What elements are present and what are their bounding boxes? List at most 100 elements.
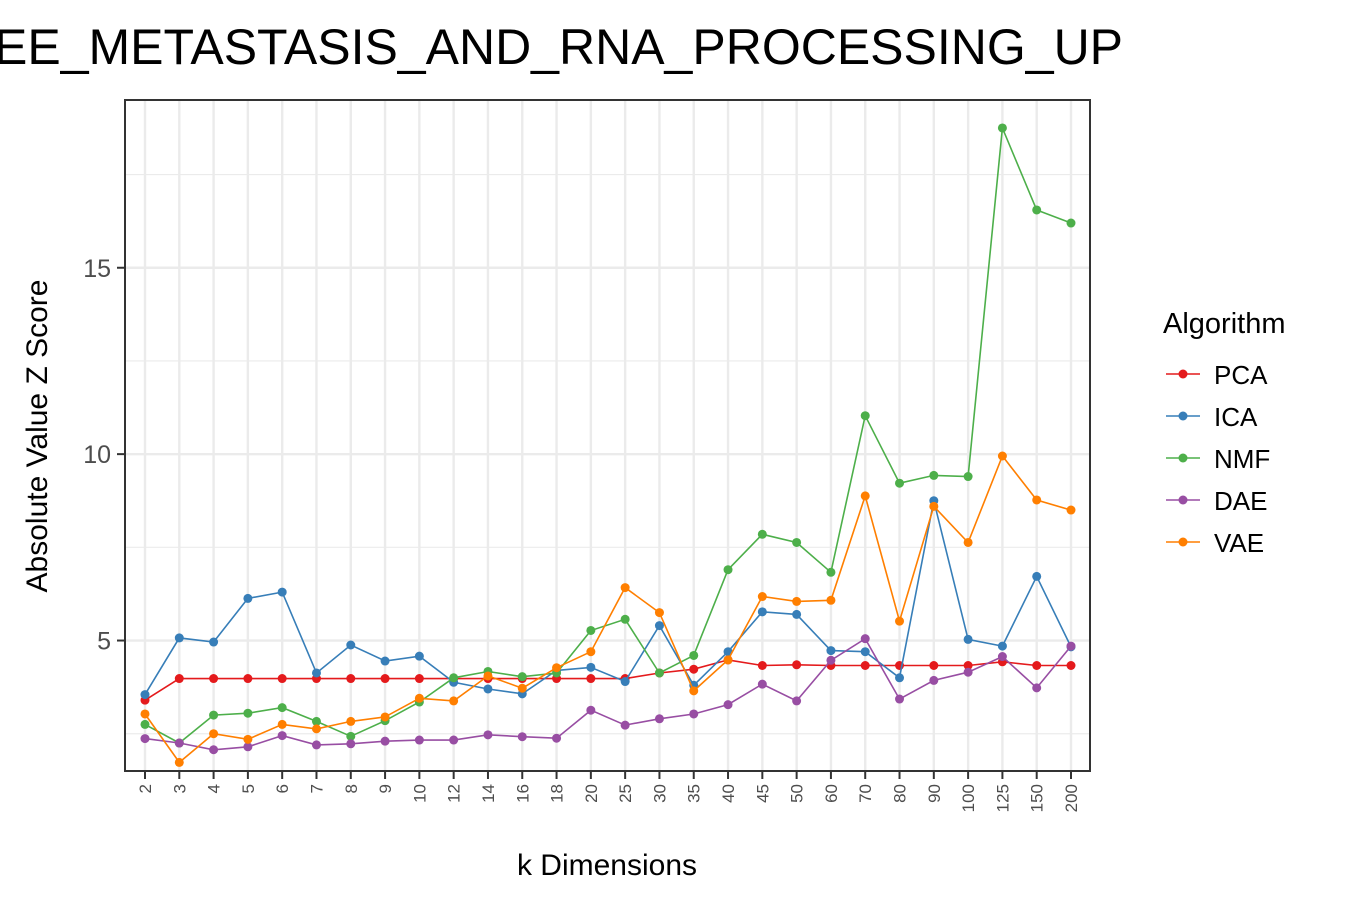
data-point-nmf bbox=[243, 708, 253, 718]
data-point-vae bbox=[346, 716, 356, 726]
data-point-dae bbox=[1032, 683, 1042, 693]
data-point-ica bbox=[757, 607, 767, 617]
legend-item-dae: DAE bbox=[1166, 486, 1267, 516]
x-tick-label: 150 bbox=[1028, 784, 1047, 812]
x-tick-label: 9 bbox=[376, 784, 395, 793]
data-point-pca bbox=[860, 661, 870, 671]
data-point-dae bbox=[826, 655, 836, 665]
data-point-nmf bbox=[586, 625, 596, 635]
data-point-vae bbox=[792, 596, 802, 606]
x-tick-label: 125 bbox=[993, 784, 1012, 812]
data-point-nmf bbox=[346, 731, 356, 741]
data-point-vae bbox=[689, 686, 699, 696]
data-point-dae bbox=[414, 735, 424, 745]
y-tick-label: 15 bbox=[83, 255, 111, 283]
data-point-pca bbox=[792, 660, 802, 670]
legend-label: VAE bbox=[1214, 528, 1264, 558]
data-point-dae bbox=[277, 731, 287, 741]
x-tick-label: 7 bbox=[307, 784, 326, 793]
data-point-vae bbox=[414, 693, 424, 703]
series-vae bbox=[140, 451, 1076, 767]
data-point-pca bbox=[1066, 661, 1076, 671]
data-point-vae bbox=[1032, 495, 1042, 505]
data-point-dae bbox=[963, 667, 973, 677]
legend-item-pca: PCA bbox=[1166, 360, 1268, 390]
data-point-ica bbox=[1032, 571, 1042, 581]
series-line-ica bbox=[144, 500, 1072, 696]
data-point-pca bbox=[277, 674, 287, 684]
y-axis: 5 10 15 bbox=[83, 255, 125, 656]
data-point-dae bbox=[174, 738, 184, 748]
data-point-dae bbox=[860, 634, 870, 644]
x-tick-label: 12 bbox=[445, 784, 464, 803]
data-point-pca bbox=[209, 674, 219, 684]
legend-items: PCA ICA NMF DAE VAE bbox=[1166, 360, 1270, 558]
data-point-vae bbox=[963, 537, 973, 547]
data-point-vae bbox=[140, 709, 150, 719]
x-tick-label: 30 bbox=[650, 784, 669, 803]
data-point-vae bbox=[757, 592, 767, 602]
data-point-vae bbox=[483, 671, 493, 681]
legend-label: ICA bbox=[1214, 402, 1258, 432]
data-point-dae bbox=[311, 740, 321, 750]
data-point-dae bbox=[620, 720, 630, 730]
data-point-dae bbox=[723, 700, 733, 710]
data-point-nmf bbox=[1032, 205, 1042, 215]
data-point-nmf bbox=[723, 565, 733, 575]
legend-item-ica: ICA bbox=[1166, 402, 1258, 432]
data-point-ica bbox=[586, 662, 596, 672]
legend-key-point bbox=[1178, 369, 1188, 379]
data-point-vae bbox=[311, 724, 321, 734]
data-point-nmf bbox=[620, 614, 630, 624]
data-point-vae bbox=[654, 608, 664, 618]
data-point-nmf bbox=[209, 710, 219, 720]
plot-panel bbox=[124, 99, 1091, 772]
data-point-ica bbox=[860, 647, 870, 657]
data-point-dae bbox=[449, 735, 459, 745]
data-point-ica bbox=[792, 609, 802, 619]
data-point-vae bbox=[277, 719, 287, 729]
data-point-ica bbox=[414, 651, 424, 661]
x-tick-label: 100 bbox=[959, 784, 978, 812]
data-point-vae bbox=[860, 491, 870, 501]
data-point-dae bbox=[346, 739, 356, 749]
series-layer bbox=[140, 123, 1076, 767]
plot-border bbox=[124, 99, 1091, 772]
data-point-pca bbox=[963, 661, 973, 671]
data-point-vae bbox=[586, 647, 596, 657]
legend-item-vae: VAE bbox=[1166, 528, 1264, 558]
x-tick-label: 2 bbox=[136, 784, 155, 793]
data-point-pca bbox=[757, 661, 767, 671]
x-tick-label: 18 bbox=[548, 784, 567, 803]
data-point-pca bbox=[689, 664, 699, 674]
data-point-ica bbox=[311, 668, 321, 678]
legend-label: NMF bbox=[1214, 444, 1270, 474]
x-tick-label: 3 bbox=[170, 784, 189, 793]
chart-title: EE_METASTASIS_AND_RNA_PROCESSING_UP bbox=[0, 19, 1123, 75]
series-line-dae bbox=[144, 637, 1072, 751]
x-axis-label: k Dimensions bbox=[517, 849, 697, 882]
data-point-vae bbox=[1066, 505, 1076, 515]
data-point-dae bbox=[895, 694, 905, 704]
x-tick-label: 4 bbox=[205, 784, 224, 793]
data-point-ica bbox=[895, 673, 905, 683]
grid-minor bbox=[125, 173, 1090, 735]
data-point-vae bbox=[517, 683, 527, 693]
legend-label: PCA bbox=[1214, 360, 1268, 390]
legend-item-nmf: NMF bbox=[1166, 444, 1270, 474]
x-tick-label: 50 bbox=[788, 784, 807, 803]
data-point-nmf bbox=[826, 567, 836, 577]
series-line-nmf bbox=[144, 127, 1072, 744]
data-point-pca bbox=[174, 674, 184, 684]
data-point-nmf bbox=[963, 472, 973, 482]
legend-key-point bbox=[1178, 411, 1188, 421]
x-tick-label: 90 bbox=[925, 784, 944, 803]
x-tick-label: 200 bbox=[1062, 784, 1081, 812]
data-point-pca bbox=[1032, 661, 1042, 671]
data-point-vae bbox=[209, 729, 219, 739]
x-tick-label: 60 bbox=[822, 784, 841, 803]
data-point-nmf bbox=[654, 668, 664, 678]
data-point-ica bbox=[654, 621, 664, 631]
data-point-ica bbox=[483, 684, 493, 694]
x-axis: 2 3 4 5 6 7 8 9 10 12 14 16 18 20 25 30 35 40 45 50 60 70 80 90… bbox=[136, 771, 1081, 812]
